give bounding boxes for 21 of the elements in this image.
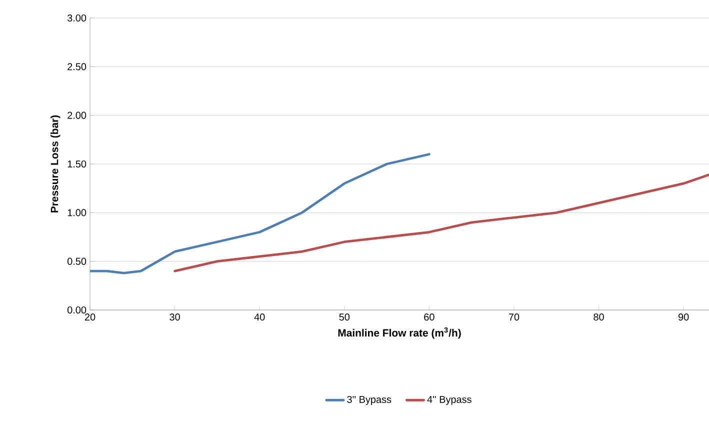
y-tick-label: 0.00 xyxy=(67,306,86,314)
y-tick-label: 2.50 xyxy=(68,63,86,70)
y-axis-title: Pressure Loss (bar) xyxy=(50,115,60,212)
x-tick-label: 70 xyxy=(508,314,520,321)
y-tick-label: 0.50 xyxy=(67,258,86,265)
x-tick-label: 60 xyxy=(424,314,434,321)
x-tick-label: 40 xyxy=(254,314,265,321)
x-tick-label: 30 xyxy=(170,314,180,321)
line-series xyxy=(90,153,430,274)
y-tick-label: 1.00 xyxy=(68,209,86,216)
x-tick-label: 80 xyxy=(594,314,604,321)
y-tick-label: 3.00 xyxy=(67,14,86,22)
legend-label: 3'' Bypass xyxy=(347,396,392,405)
x-tick-label: 90 xyxy=(678,314,689,321)
x-tick-label: 20 xyxy=(84,314,96,321)
x-tick-label: 50 xyxy=(339,314,350,321)
x-axis-title: Mainline Flow rate (m$^{3}$/h) xyxy=(338,327,461,339)
legend-label: 4'' Bypass xyxy=(427,396,472,405)
y-tick-label: 1.50 xyxy=(68,160,86,168)
line-series xyxy=(174,174,709,272)
y-tick-label: 2.00 xyxy=(68,112,86,119)
